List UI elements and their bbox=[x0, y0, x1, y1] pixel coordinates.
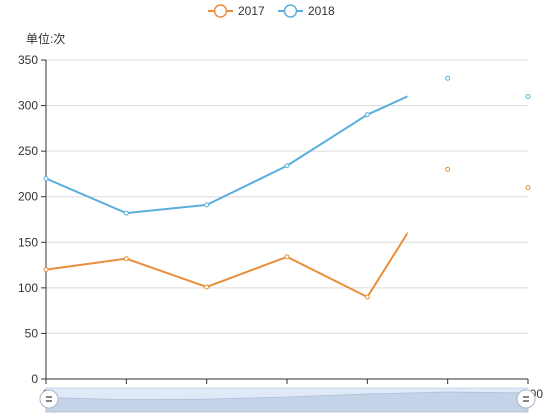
series-line-2017 bbox=[46, 231, 408, 299]
data-point-2018-16:00[interactable] bbox=[364, 112, 370, 118]
data-point-2017-20:00[interactable] bbox=[525, 185, 531, 191]
legend[interactable]: 2017 2018 bbox=[208, 4, 335, 18]
data-point-2018-8:00[interactable] bbox=[43, 175, 49, 181]
data-point-2017-10:00[interactable] bbox=[123, 256, 129, 262]
zoom-handle-right[interactable] bbox=[516, 389, 536, 409]
series-line-2018 bbox=[46, 95, 408, 215]
data-point-2018-20:00[interactable] bbox=[525, 93, 531, 99]
y-axis-unit-label: 单位:次 bbox=[26, 31, 65, 46]
y-tick-label: 150 bbox=[18, 235, 38, 249]
legend-circle-icon bbox=[213, 4, 228, 18]
data-point-2018-10:00[interactable] bbox=[123, 210, 129, 216]
legend-item-2018[interactable]: 2018 bbox=[278, 4, 335, 18]
data-point-2017-14:00[interactable] bbox=[284, 254, 290, 260]
data-point-2017-16:00[interactable] bbox=[364, 294, 370, 300]
grid-lines bbox=[46, 59, 528, 380]
data-point-2017-18:00[interactable] bbox=[445, 166, 451, 172]
y-tick-label: 0 bbox=[31, 372, 38, 386]
legend-item-2017[interactable]: 2017 bbox=[208, 4, 265, 18]
y-tick-label: 300 bbox=[18, 99, 38, 113]
data-zoom-slider[interactable] bbox=[39, 387, 536, 413]
y-tick-label: 100 bbox=[18, 281, 38, 295]
series-lines bbox=[46, 95, 408, 299]
y-tick-label: 200 bbox=[18, 190, 38, 204]
y-tick-label: 50 bbox=[25, 326, 39, 340]
legend-circle-icon bbox=[283, 4, 298, 18]
data-point-2018-18:00[interactable] bbox=[445, 75, 451, 81]
data-point-2018-14:00[interactable] bbox=[284, 163, 290, 169]
y-tick-label: 250 bbox=[18, 144, 38, 158]
zoom-selected-range[interactable] bbox=[46, 388, 528, 412]
data-point-2017-8:00[interactable] bbox=[43, 267, 49, 273]
data-point-2018-12:00[interactable] bbox=[204, 202, 210, 208]
series-points bbox=[43, 75, 531, 300]
legend-label: 2018 bbox=[308, 4, 335, 18]
handle-knob-icon bbox=[39, 389, 59, 409]
handle-knob-icon bbox=[516, 389, 536, 409]
legend-label: 2017 bbox=[238, 4, 265, 18]
y-tick-label: 350 bbox=[18, 53, 38, 67]
data-point-2017-12:00[interactable] bbox=[204, 284, 210, 290]
zoom-handle-left[interactable] bbox=[39, 389, 59, 409]
